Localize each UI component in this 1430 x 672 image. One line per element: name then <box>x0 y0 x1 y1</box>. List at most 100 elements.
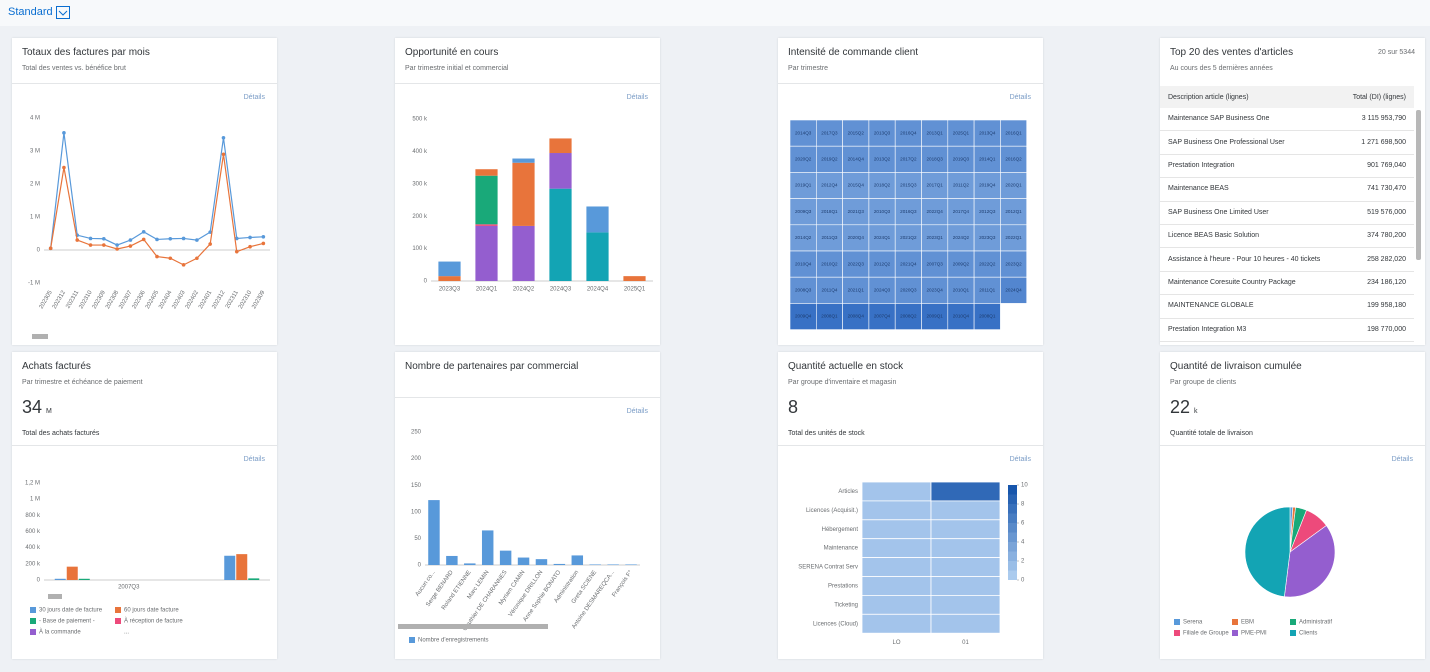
point <box>248 235 252 240</box>
table-row[interactable]: Maintenance BEAS 741 730,470 <box>1160 177 1414 202</box>
table-row[interactable]: MAINTENANCE GLOBALE 199 958,180 <box>1160 294 1414 319</box>
chart: 0 200 k 400 k 600 k 800 k 1 M 1,2 M 2007Q3 30 jo… <box>25 481 270 636</box>
cell-label: 2023Q2 <box>1005 261 1022 266</box>
row-counter: 20 sur 5344 <box>1378 49 1415 56</box>
x-tick-label: Véronique DRILLON <box>508 570 544 619</box>
colorbar-step <box>1008 494 1017 504</box>
scrollbar[interactable] <box>1416 110 1421 260</box>
kpi-label: Quantité totale de livraison <box>1170 430 1253 437</box>
table-cell: MAINTENANCE GLOBALE <box>1160 294 1340 319</box>
y-tick-label: 4 M <box>30 116 40 122</box>
details-link[interactable]: Détails <box>1391 456 1413 463</box>
dropdown-icon[interactable] <box>56 6 70 19</box>
table-cell: Maintenance SAP Business One <box>1160 108 1340 132</box>
scroll-thumb <box>48 594 62 599</box>
card-title: Quantité de livraison cumulée <box>1170 361 1302 372</box>
row-label: Maintenance <box>824 546 859 552</box>
bar <box>248 578 260 580</box>
heat-cell <box>842 172 870 199</box>
details-link[interactable]: Détails <box>626 408 648 415</box>
bar <box>428 500 440 565</box>
chart: 0 100 k 200 k 300 k 400 k 500 k 2023Q3 2024Q1 20… <box>412 117 653 293</box>
heat-cell <box>947 119 975 147</box>
heat-cell <box>947 303 975 330</box>
cell-label: 2018Q2 <box>874 183 891 188</box>
heat-cell <box>973 250 1001 278</box>
legend-swatch <box>1174 630 1180 636</box>
heat-cell <box>947 250 975 278</box>
legend-swatch <box>1232 630 1238 636</box>
card-subtitle: Par trimestre <box>788 65 829 72</box>
cell-label: 2024Q4 <box>1005 288 1022 293</box>
table-row[interactable]: Assistance à l'heure - Pour 10 heures - … <box>1160 247 1414 272</box>
cell-label: 2007Q4 <box>874 314 891 319</box>
cell-label: 2022Q2 <box>979 261 996 266</box>
cell-label: 2007Q3 <box>926 261 943 266</box>
chart: 2014Q3 2017Q3 2015Q2 2013Q3 2016Q4 2013Q1 2025… <box>789 119 1027 330</box>
cell-label: 2018Q1 <box>821 209 838 214</box>
table-row[interactable]: Licence BEAS Basic Solution 374 780,200 <box>1160 224 1414 249</box>
details-link[interactable]: Détails <box>243 456 265 463</box>
colorbar-step <box>1008 561 1017 571</box>
bar-segment <box>512 162 535 226</box>
legend-label: Filiale de Groupe <box>1183 631 1229 637</box>
legend-label: Nombre d'enregistrements <box>418 638 489 644</box>
cell-label: 2015Q3 <box>900 183 917 188</box>
table-row[interactable]: Prestation Integration 901 769,040 <box>1160 154 1414 179</box>
colorbar-label: 2 <box>1021 559 1025 565</box>
heat-cell <box>861 576 932 596</box>
chart: -1 M01 M2 M3 M4 M20230520231220231120231… <box>28 116 270 339</box>
column-label: 01 <box>962 640 969 646</box>
details-link[interactable]: Détails <box>1009 94 1031 101</box>
table-row[interactable]: Prestation Integration M3 198 770,000 <box>1160 318 1414 342</box>
cell-label: 2020Q1 <box>1005 183 1022 188</box>
y-tick-label: 0 <box>37 248 41 254</box>
heat-cell <box>868 224 896 252</box>
view-selector[interactable]: Standard <box>8 6 53 18</box>
y-tick-label: 200 k <box>25 561 41 567</box>
y-tick-label: 1,2 M <box>25 481 40 487</box>
y-tick-label: 0 <box>424 279 428 285</box>
bar <box>481 530 494 565</box>
card-title: Totaux des factures par mois <box>22 47 150 58</box>
heat-cell <box>861 613 932 634</box>
table-cell: Prestation Integration M3 <box>1160 318 1340 342</box>
y-tick-label: 1 M <box>30 497 40 503</box>
table-row[interactable]: SAP Business One Professional User 1 271 … <box>1160 130 1414 155</box>
table-row[interactable]: Maintenance Coresuite Country Package 234… <box>1160 271 1414 296</box>
table-row[interactable]: SAP Business One Limited User 519 576,000 <box>1160 201 1414 225</box>
heat-cell <box>789 303 817 330</box>
cell-label: 2013Q4 <box>979 130 996 135</box>
details-link[interactable]: Détails <box>1009 456 1031 463</box>
point <box>141 230 146 234</box>
heat-cell <box>1000 250 1027 278</box>
cell-label: 2015Q4 <box>848 183 865 188</box>
heat-cell <box>1000 224 1027 252</box>
x-tick-label: 2024Q1 <box>476 287 498 293</box>
cell-label: 2008Q1 <box>979 314 996 319</box>
cell-label: 2009Q4 <box>795 314 812 319</box>
point <box>195 238 199 242</box>
table-cell: SAP Business One Professional User <box>1160 130 1340 155</box>
separator <box>395 397 660 398</box>
details-link[interactable]: Détails <box>626 94 648 101</box>
column-header[interactable]: Description article (lignes) <box>1160 86 1340 108</box>
details-link[interactable]: Détails <box>243 94 265 101</box>
table-cell: Maintenance BEAS <box>1160 177 1340 202</box>
y-tick-label: 400 k <box>25 545 41 551</box>
kpi-number: 34 <box>22 397 43 417</box>
bar-segment <box>438 261 461 277</box>
table-row[interactable]: Maintenance SAP Business One 3 115 953,79… <box>1160 108 1414 132</box>
heat-cell <box>789 250 817 278</box>
table-cell: 234 186,120 <box>1339 271 1414 296</box>
card-subtitle: Par groupe d'inventaire et magasin <box>788 379 897 386</box>
data-table: Description article (lignes) Total (DI) (… <box>1160 86 1414 342</box>
card-title: Nombre de partenaires par commercial <box>405 361 579 372</box>
heat-cell <box>921 276 949 304</box>
column-header[interactable]: Total (DI) (lignes) <box>1339 86 1414 108</box>
cell-label: 2012Q2 <box>874 261 891 266</box>
cell-label: 2008Q2 <box>900 314 917 319</box>
table-cell: Maintenance Coresuite Country Package <box>1160 271 1340 296</box>
cell-label: 2013Q1 <box>926 130 943 135</box>
y-tick-label: 0 <box>37 578 41 584</box>
